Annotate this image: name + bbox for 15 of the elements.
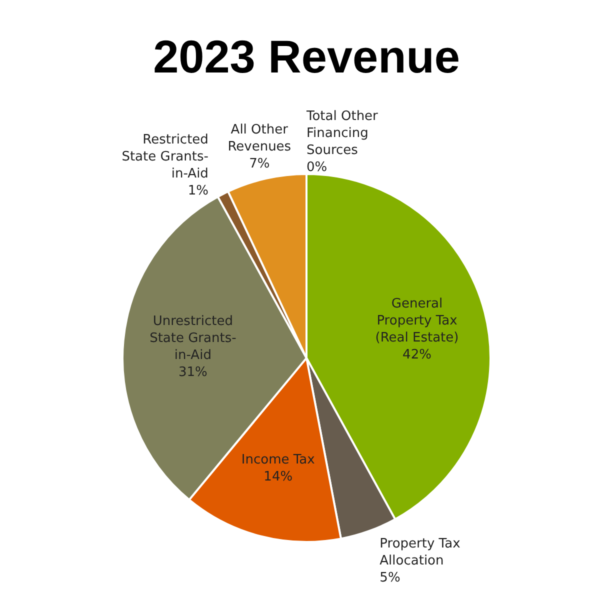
slice-label: Income Tax	[241, 452, 316, 468]
data-label: 5%	[380, 570, 400, 586]
slice-label: General Property Tax (Real Estate)	[375, 296, 459, 346]
slice-label: Property Tax Allocation	[380, 536, 461, 569]
slice-label: Restricted State Grants-in-Aid	[122, 132, 209, 182]
text: 0%	[306, 160, 328, 175]
data-label: 1%	[188, 183, 208, 198]
data-label: 7%	[249, 156, 270, 172]
chart-title: 2023 Revenue	[153, 30, 460, 83]
data-label: 42%	[402, 348, 432, 363]
data-label: 14%	[264, 469, 293, 484]
slice-label: All Other Revenues	[228, 122, 292, 155]
category-label: Total Other Financing Sources	[306, 108, 378, 158]
data-label: 31%	[178, 365, 208, 380]
slice-label: Unrestricted State Grants-in-Aid	[150, 314, 237, 364]
